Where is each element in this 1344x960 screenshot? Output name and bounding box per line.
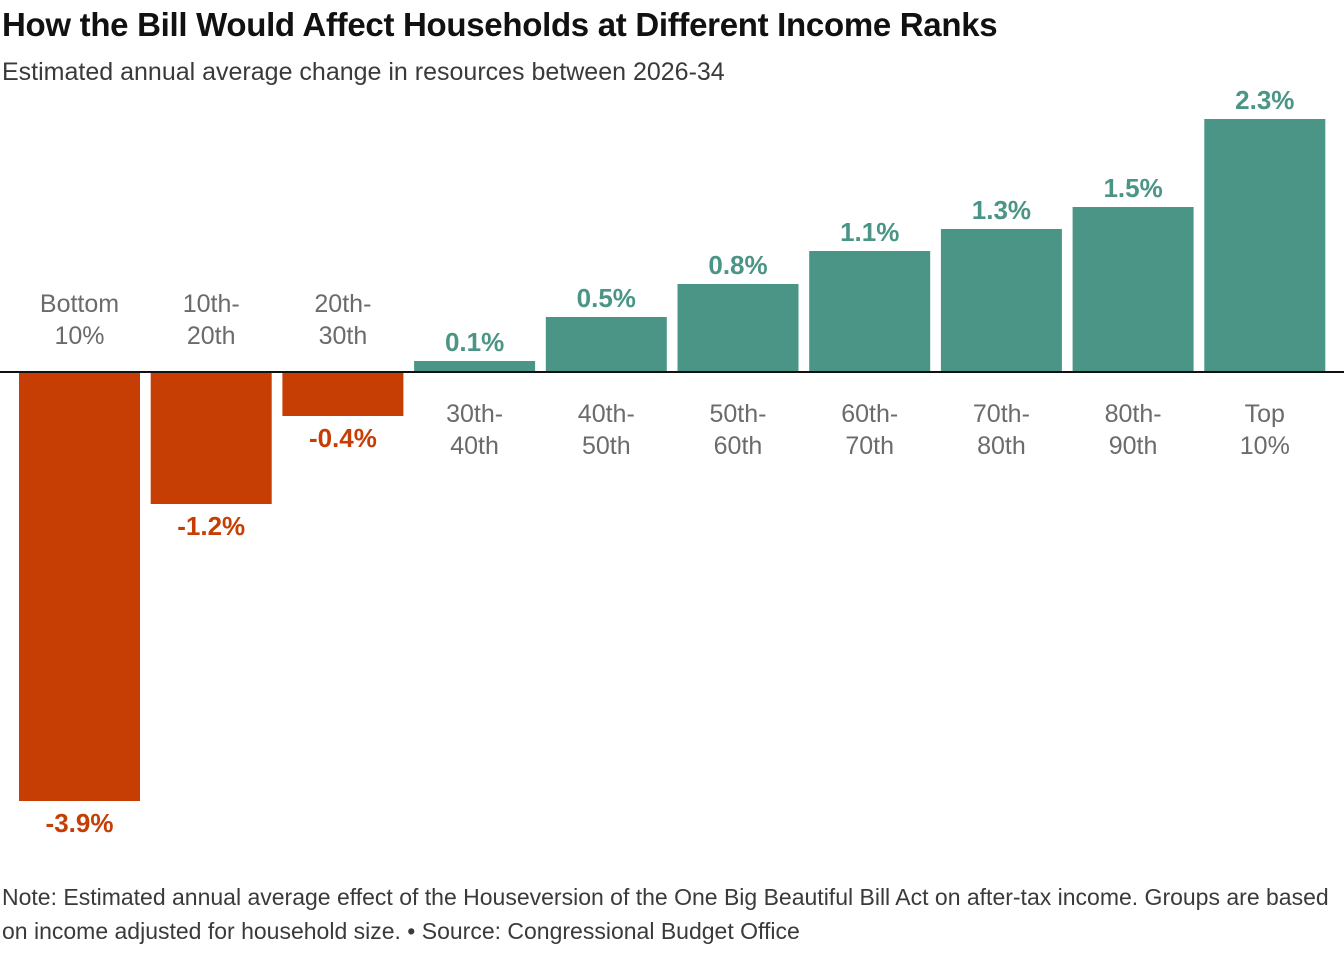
bar-70th-80th — [940, 229, 1062, 372]
category-label-60th-70th: 60th-70th — [841, 400, 898, 460]
data-label-10th-20th: -1.2% — [177, 511, 245, 541]
category-label-10th-20th: 10th-20th — [183, 290, 240, 350]
source-note: Note: Estimated annual average effect of… — [2, 884, 1329, 944]
bar-80th-90th — [1072, 207, 1194, 372]
category-label-80th-90th: 80th-90th — [1105, 400, 1162, 460]
category-label-bottom-10: Bottom 10% — [40, 290, 119, 350]
data-label-top-10: 2.3% — [1235, 85, 1294, 115]
data-label-60th-70th: 1.1% — [840, 217, 899, 247]
bar-bottom-10 — [19, 372, 140, 801]
bar-chart: -3.9% Bottom 10% -1.2% 10th-20th -0.4% 20th-30… — [0, 85, 1344, 838]
data-label-50th-60th: 0.8% — [708, 250, 767, 280]
bar-30th-40th — [414, 361, 536, 372]
chart-title: How the Bill Would Affect Households at … — [2, 6, 998, 43]
category-label-40th-50th: 40th-50th — [578, 400, 635, 460]
bar-60th-70th — [809, 251, 931, 372]
data-label-40th-50th: 0.5% — [577, 283, 636, 313]
category-label-70th-80th: 70th-80th — [973, 400, 1030, 460]
bar-20th-30th — [282, 372, 404, 416]
category-label-top-10: Top 10% — [1240, 400, 1290, 460]
data-label-20th-30th: -0.4% — [309, 423, 377, 453]
bar-50th-60th — [677, 284, 799, 372]
category-label-20th-30th: 20th-30th — [314, 290, 371, 350]
bar-10th-20th — [150, 372, 272, 504]
data-label-80th-90th: 1.5% — [1103, 173, 1162, 203]
category-label-50th-60th: 50th-60th — [710, 400, 767, 460]
bar-40th-50th — [545, 317, 667, 372]
data-label-70th-80th: 1.3% — [972, 195, 1031, 225]
data-label-30th-40th: 0.1% — [445, 327, 504, 357]
bar-top-10 — [1204, 119, 1326, 372]
chart-subtitle: Estimated annual average change in resou… — [2, 58, 725, 86]
data-label-bottom-10: -3.9% — [46, 808, 114, 838]
category-label-30th-40th: 30th-40th — [446, 400, 503, 460]
